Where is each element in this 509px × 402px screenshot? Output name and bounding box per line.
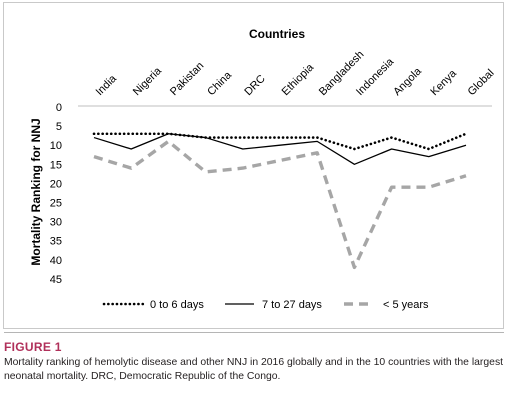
x-tick-label: China bbox=[205, 69, 234, 98]
y-axis-label: Mortality Ranking for NNJ bbox=[29, 118, 43, 265]
legend-label: 7 to 27 days bbox=[262, 299, 322, 311]
x-tick-label: Global bbox=[466, 67, 497, 98]
y-tick-label: 45 bbox=[50, 274, 62, 286]
series-line-5-years bbox=[93, 139, 467, 270]
figure-caption: Mortality ranking of hemolytic disease a… bbox=[4, 357, 504, 382]
x-tick-label: Kenya bbox=[428, 67, 459, 98]
series-line-7-to-27-days bbox=[93, 133, 467, 165]
chart-title: Countries bbox=[249, 27, 305, 41]
series-line-0-to-6-days bbox=[92, 132, 468, 151]
x-tick-label: India bbox=[94, 72, 120, 98]
x-tick-label: DRC bbox=[242, 73, 267, 98]
y-tick-label: 20 bbox=[50, 178, 62, 190]
y-tick-label: 40 bbox=[50, 255, 62, 267]
series-lines bbox=[92, 132, 468, 270]
legend: 0 to 6 days 7 to 27 days < 5 years bbox=[102, 299, 429, 311]
legend-label: < 5 years bbox=[383, 299, 429, 311]
figure-label: FIGURE 1 bbox=[4, 340, 62, 354]
y-tick-label: 5 bbox=[56, 121, 62, 133]
y-tick-label: 0 bbox=[56, 102, 62, 114]
y-tick-label: 10 bbox=[50, 140, 62, 152]
y-tick-label: 15 bbox=[50, 159, 62, 171]
legend-label: 0 to 6 days bbox=[150, 299, 204, 311]
x-tick-label: Angola bbox=[391, 65, 424, 98]
y-tick-label: 30 bbox=[50, 217, 62, 229]
y-tick-labels: 0 5 10 15 20 25 30 35 40 45 bbox=[50, 102, 62, 286]
x-tick-label: Nigeria bbox=[131, 64, 165, 98]
x-tick-label: Ethiopia bbox=[280, 61, 317, 98]
x-tick-label: Pakistan bbox=[168, 60, 206, 98]
y-tick-label: 25 bbox=[50, 198, 62, 210]
y-tick-label: 35 bbox=[50, 236, 62, 248]
caption-rule bbox=[4, 332, 504, 333]
